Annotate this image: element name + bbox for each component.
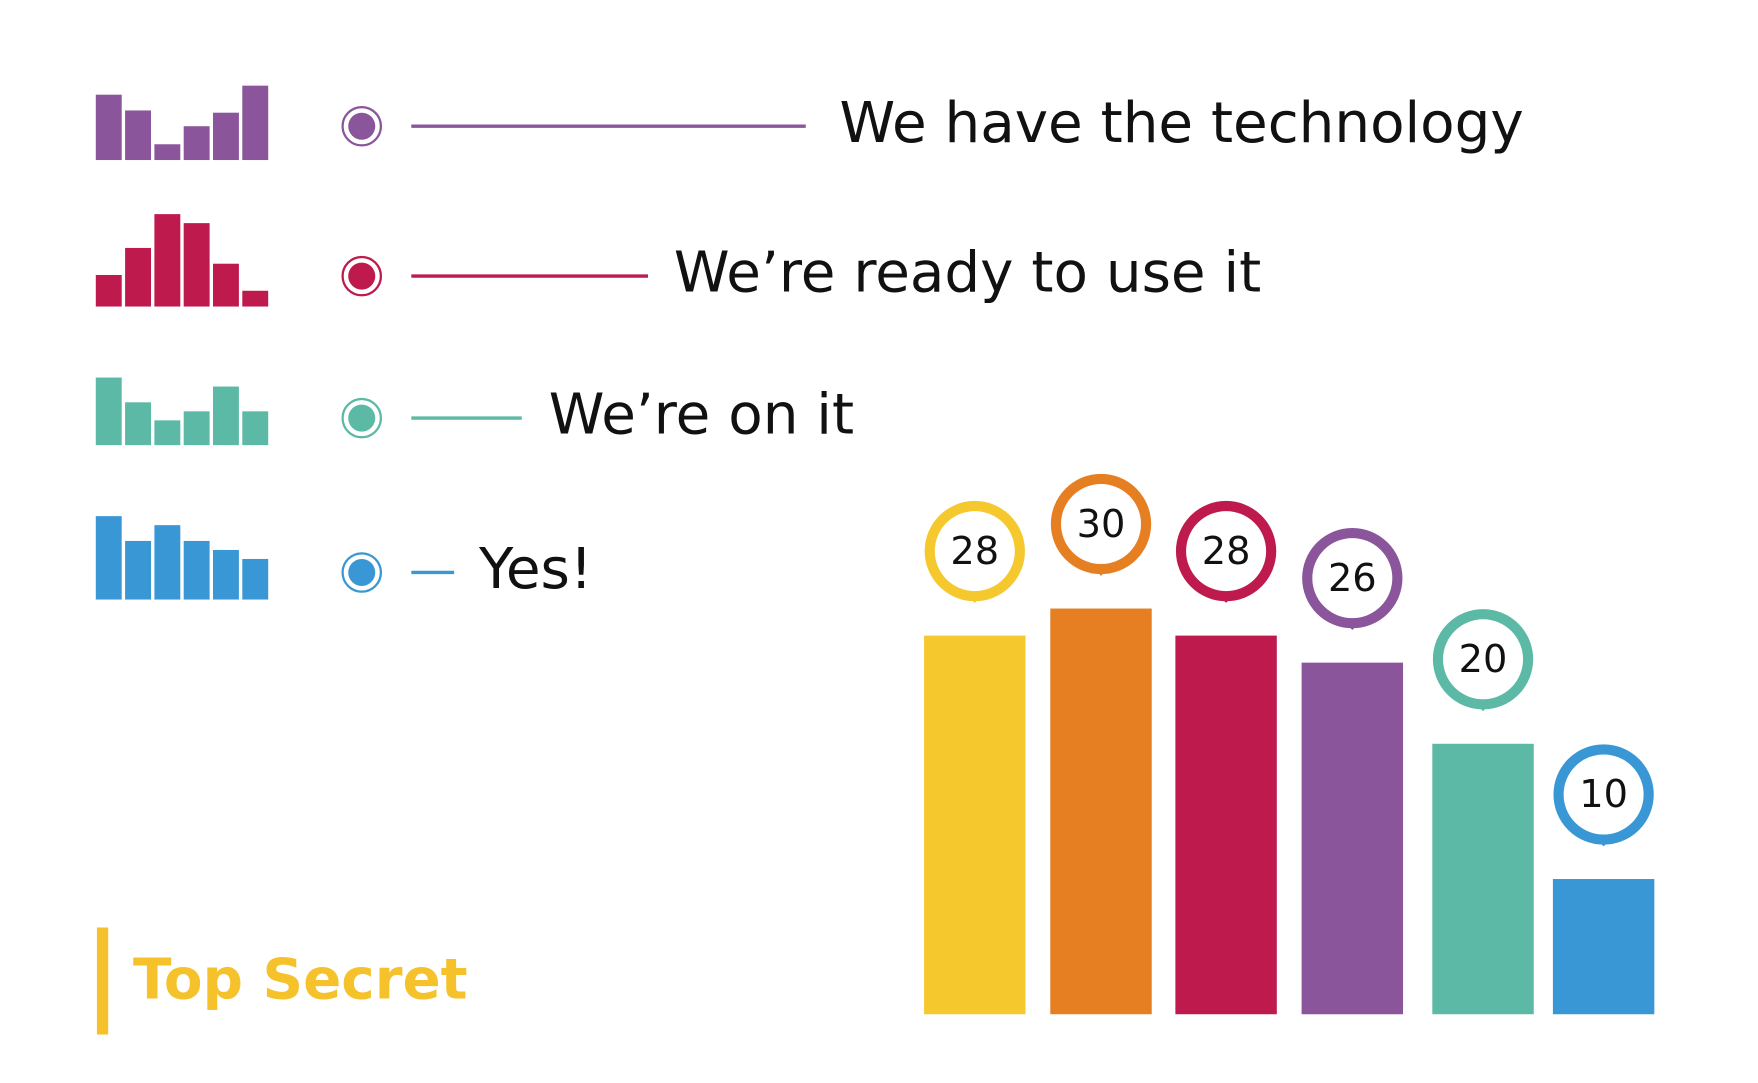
icon-bar <box>183 540 210 600</box>
marker-ring <box>1175 500 1277 602</box>
icon-bar <box>154 525 181 600</box>
bullet-dot <box>348 112 376 140</box>
icon-bar <box>212 549 239 600</box>
value-label: 10 <box>1579 772 1628 817</box>
value-label: 26 <box>1328 556 1377 601</box>
bar <box>1552 879 1655 1015</box>
value-label: 20 <box>1459 637 1508 682</box>
statement: We have the technology <box>840 91 1524 156</box>
icon-bar <box>95 516 122 600</box>
icon-bar <box>242 411 269 446</box>
marker-ring <box>1302 527 1403 629</box>
statement: Yes! <box>478 537 593 602</box>
icon-bar <box>125 247 152 307</box>
marker-ring <box>1432 609 1534 710</box>
badge-bar <box>96 927 109 1035</box>
marker-ring <box>924 500 1025 602</box>
bar <box>924 635 1026 1015</box>
bar <box>1050 608 1152 1015</box>
icon-bar <box>125 402 152 446</box>
bar <box>1175 635 1277 1015</box>
bullet-dot <box>348 262 376 290</box>
icon-bar <box>242 85 269 161</box>
icon-bar <box>95 377 122 446</box>
value-label: 28 <box>950 529 999 574</box>
badge-text: Top Secret <box>133 947 468 1012</box>
icon-bar <box>95 274 122 307</box>
icon-bar <box>242 290 269 307</box>
icon-bar <box>183 411 210 446</box>
statement: We’re on it <box>549 383 854 448</box>
icon-bar <box>95 94 122 161</box>
icon-bar <box>242 558 269 600</box>
icon-bar <box>125 540 152 600</box>
icon-bar <box>212 112 239 161</box>
value-label: 28 <box>1202 529 1251 574</box>
icon-bar <box>154 420 181 446</box>
value-label: 30 <box>1077 502 1126 547</box>
icon-bar <box>183 126 210 161</box>
statement: We’re ready to use it <box>674 241 1261 306</box>
marker-ring <box>1553 744 1654 845</box>
bullet-dot <box>348 404 376 432</box>
icon-bar <box>154 144 181 161</box>
bullet-dot <box>348 558 376 587</box>
icon-bar <box>125 110 152 161</box>
marker-ring <box>1050 473 1152 575</box>
icon-bar <box>183 223 210 307</box>
icon-bar <box>154 214 181 307</box>
bar <box>1432 743 1534 1015</box>
icon-bar <box>212 386 239 446</box>
icon-bar <box>212 263 239 307</box>
bar <box>1301 662 1404 1015</box>
